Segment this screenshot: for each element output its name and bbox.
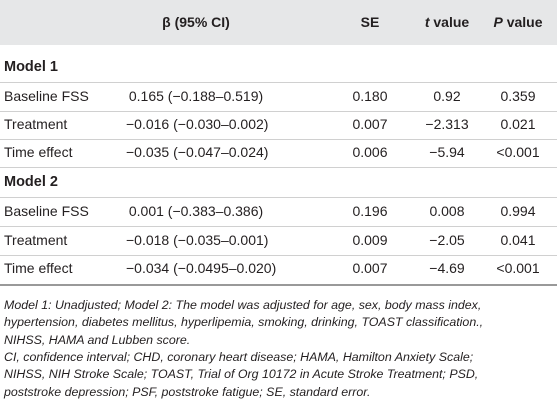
cell-value: −2.313 xyxy=(425,116,469,132)
cell-value: 0.92 xyxy=(433,88,461,104)
cell-value: −0.018 (−0.035–0.001) xyxy=(126,232,269,248)
cell-value: 0.180 xyxy=(352,88,388,104)
row-label: Time effect xyxy=(4,260,73,276)
footnote-line: hypertension, diabetes mellitus, hyperli… xyxy=(4,315,484,330)
header-p: P value xyxy=(448,13,557,31)
group-title: Model 1 xyxy=(4,59,58,75)
row-label: Baseline FSS xyxy=(4,88,89,104)
row-label: Treatment xyxy=(4,232,68,248)
row-rule xyxy=(0,197,557,198)
cell-value: −2.05 xyxy=(429,232,465,248)
cell-value: 0.994 xyxy=(500,203,536,219)
row-label: Baseline FSS xyxy=(4,203,89,219)
footnote-line: CI, confidence interval; CHD, coronary h… xyxy=(4,349,474,364)
cell-value: −0.034 (−0.0495–0.020) xyxy=(126,260,277,276)
header-se: SE xyxy=(360,14,380,30)
cell-value: 0.021 xyxy=(500,116,536,132)
cell-value: −5.94 xyxy=(429,144,465,160)
cell-value: 0.041 xyxy=(500,232,536,248)
cell-value: 0.196 xyxy=(352,203,388,219)
footnote-line: NIHSS, HAMA and Lubben score. xyxy=(4,332,191,347)
row-rule xyxy=(0,111,557,112)
header-t-symbol: t xyxy=(424,14,430,30)
group-title: Model 2 xyxy=(4,174,58,190)
cell-value: −0.035 (−0.047–0.024) xyxy=(126,144,269,160)
cell-value: −0.016 (−0.030–0.002) xyxy=(126,116,269,132)
row-label: Treatment xyxy=(4,116,68,132)
header-p-text: value xyxy=(506,14,543,30)
cell-value: 0.007 xyxy=(352,260,388,276)
row-rule xyxy=(0,255,557,256)
header-t: t value xyxy=(377,13,517,31)
header-p-symbol: P xyxy=(493,14,503,30)
cell-value: 0.008 xyxy=(429,203,465,219)
header-ci: β (95% CI) xyxy=(162,14,230,30)
header-band: β (95% CI) SE t value P value xyxy=(0,0,557,45)
footnote-line: poststroke depression; PSF, poststroke f… xyxy=(4,384,371,399)
row-label: Time effect xyxy=(4,144,73,160)
row-rule xyxy=(0,82,557,83)
cell-value: <0.001 xyxy=(496,260,540,276)
footnote-line: Model 1: Unadjusted; Model 2: The model … xyxy=(4,298,482,312)
header-t-text: value xyxy=(433,14,470,30)
cell-value: <0.001 xyxy=(496,144,540,160)
row-rule xyxy=(0,167,557,168)
cell-value: −4.69 xyxy=(429,260,465,276)
cell-value: 0.001 (−0.383–0.386) xyxy=(128,203,264,219)
cell-value: 0.359 xyxy=(500,88,536,104)
cell-value: 0.009 xyxy=(352,232,388,248)
bottom-rule xyxy=(0,284,557,286)
cell-value: 0.007 xyxy=(352,116,388,132)
cell-value: 0.165 (−0.188–0.519) xyxy=(128,88,264,104)
footnote-line: NIHSS, NIH Stroke Scale; TOAST, Trial of… xyxy=(4,367,479,382)
row-rule xyxy=(0,139,557,140)
cell-value: 0.006 xyxy=(352,144,388,160)
row-rule xyxy=(0,226,557,227)
